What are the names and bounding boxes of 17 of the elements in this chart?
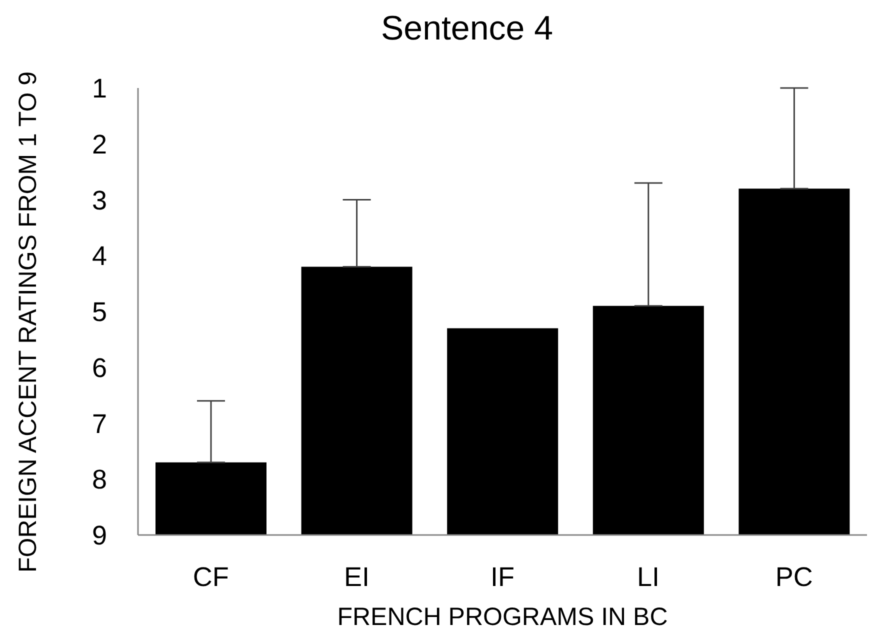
y-tick-label: 1	[92, 74, 107, 104]
x-tick-label: LI	[637, 562, 660, 592]
x-tick-label: CF	[192, 562, 229, 592]
chart-title: Sentence 4	[380, 8, 554, 50]
x-tick-label: PC	[775, 562, 813, 592]
x-tick-label: EI	[344, 562, 370, 592]
x-axis-title: FRENCH PROGRAMS IN BC	[337, 602, 668, 632]
y-tick-label: 2	[92, 129, 107, 160]
y-axis-title: FOREIGN ACCENT RATINGS FROM 1 TO 9	[13, 70, 43, 572]
x-tick-label: IF	[490, 562, 514, 592]
y-tick-label: 9	[92, 520, 107, 551]
y-tick-label: 5	[92, 297, 107, 328]
y-tick-label: 3	[92, 185, 107, 216]
y-tick-label: 7	[92, 408, 107, 439]
y-tick-label: 6	[92, 352, 107, 383]
y-tick-label: 4	[92, 241, 107, 272]
y-tick-label: 8	[92, 464, 107, 495]
